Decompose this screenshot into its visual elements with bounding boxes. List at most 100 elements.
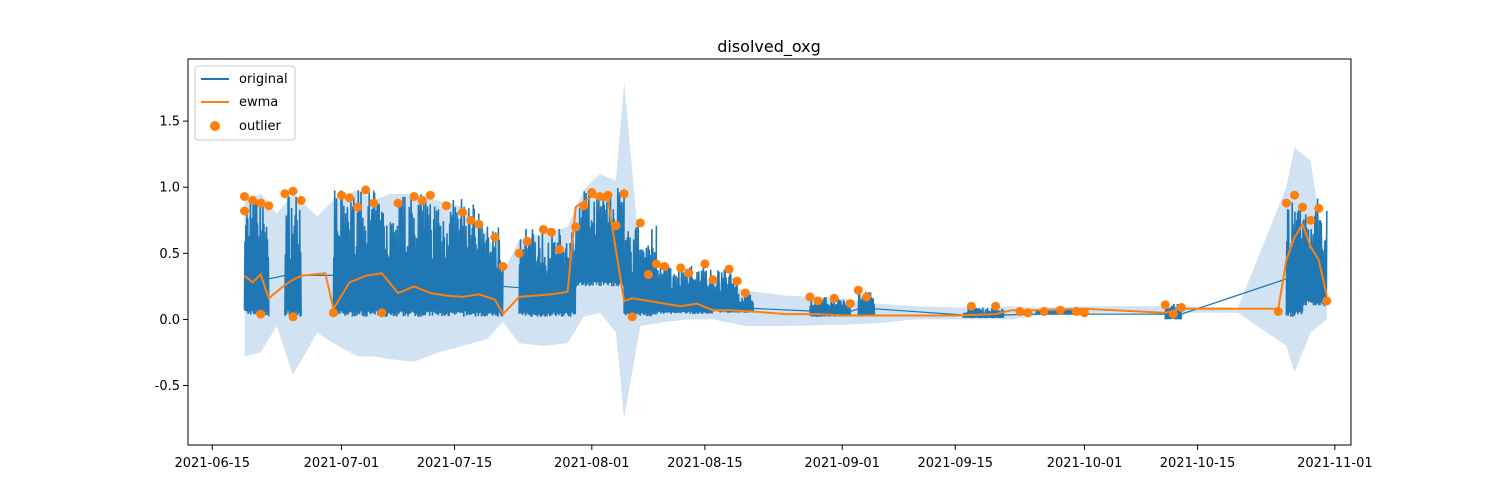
- outlier-point: [240, 192, 249, 201]
- outlier-point: [966, 301, 976, 311]
- outlier-point: [845, 299, 855, 309]
- ewma-line: [243, 195, 1328, 317]
- original-burst: [437, 198, 480, 317]
- outlier-point: [498, 262, 508, 271]
- x-tick-label: 2021-06-15: [174, 456, 250, 471]
- original-burst: [397, 194, 440, 317]
- outlier-point: [393, 198, 403, 208]
- original-burst: [1301, 198, 1328, 307]
- original-burst: [259, 206, 270, 317]
- outlier-layer: [240, 185, 1332, 322]
- y-tick-label: -0.5: [155, 379, 180, 394]
- legend-swatch-outlier: [210, 121, 220, 131]
- outlier-point: [280, 189, 290, 199]
- outlier-point: [441, 201, 451, 211]
- outlier-point: [651, 259, 661, 269]
- outlier-point: [425, 190, 435, 200]
- outlier-point: [248, 195, 258, 205]
- outlier-point: [740, 288, 750, 298]
- outlier-point: [514, 248, 524, 258]
- confidence-band: [244, 81, 1327, 419]
- outlier-point: [1055, 305, 1065, 315]
- outlier-point: [627, 312, 637, 322]
- outlier-point: [732, 276, 742, 286]
- legend-label-outlier: outlier: [239, 119, 282, 134]
- outlier-point: [369, 198, 379, 208]
- outlier-point: [587, 188, 597, 197]
- outlier-point: [288, 312, 298, 322]
- outlier-point: [1160, 300, 1170, 310]
- outlier-point: [1273, 307, 1283, 316]
- outlier-point: [700, 259, 710, 269]
- outlier-point: [991, 301, 1001, 311]
- outlier-point: [288, 186, 298, 196]
- x-tick-label: 2021-08-15: [667, 456, 743, 471]
- original-burst: [1164, 303, 1183, 320]
- x-tick-label: 2021-08-01: [554, 456, 630, 471]
- outlier-point: [829, 293, 839, 303]
- y-tick-label: 0.0: [159, 313, 180, 328]
- outlier-point: [522, 236, 532, 246]
- original-burst: [574, 187, 625, 287]
- x-tick-label: 2021-10-15: [1160, 456, 1236, 471]
- outlier-point: [595, 192, 605, 201]
- outlier-point: [328, 308, 338, 318]
- x-tick-label: 2021-09-01: [804, 456, 880, 471]
- outlier-point: [409, 192, 419, 201]
- legend: original ewma outlier: [194, 65, 296, 141]
- outlier-point: [853, 285, 863, 295]
- outlier-point: [579, 201, 589, 211]
- outlier-point: [361, 185, 371, 195]
- outlier-point: [1168, 309, 1178, 319]
- outlier-point: [1306, 215, 1316, 225]
- outlier-point: [490, 233, 500, 242]
- outlier-point: [353, 202, 363, 212]
- outlier-point: [708, 275, 718, 285]
- ewma-layer: [243, 195, 1328, 317]
- outlier-point: [555, 244, 564, 254]
- legend-box: [194, 65, 296, 141]
- outlier-point: [813, 296, 823, 306]
- outlier-point: [264, 201, 274, 211]
- x-tick-label: 2021-07-15: [417, 456, 493, 471]
- legend-label-original: original: [239, 72, 288, 87]
- x-axis: 2021-06-15 2021-07-01 2021-07-15 2021-08-01…: [174, 445, 1373, 471]
- outlier-point: [660, 262, 669, 271]
- chart-title: disolved_oxg: [717, 37, 821, 57]
- outlier-point: [1176, 303, 1186, 312]
- outlier-point: [538, 225, 548, 234]
- original-burst: [1285, 202, 1304, 317]
- outlier-point: [603, 190, 613, 200]
- x-tick-label: 2021-09-15: [917, 456, 993, 471]
- outlier-point: [1071, 307, 1081, 316]
- outlier-point: [240, 206, 249, 216]
- outlier-point: [466, 215, 476, 225]
- y-tick-label: 1.0: [159, 181, 180, 196]
- outlier-point: [256, 198, 266, 208]
- outlier-point: [619, 189, 629, 199]
- band-layer: [244, 81, 1327, 419]
- outlier-point: [676, 263, 686, 273]
- original-burst: [332, 190, 383, 317]
- original-burst: [518, 228, 545, 317]
- original-burst: [655, 264, 714, 315]
- outlier-point: [296, 195, 306, 205]
- original-burst: [712, 269, 738, 313]
- legend-label-ewma: ewma: [239, 95, 278, 110]
- outlier-point: [417, 195, 427, 205]
- outlier-point: [377, 308, 387, 318]
- outlier-point: [458, 207, 468, 217]
- y-axis: -0.5 0.0 0.5 1.0 1.5: [155, 115, 188, 394]
- outlier-point: [546, 227, 556, 237]
- outlier-point: [1023, 308, 1033, 318]
- outlier-point: [1314, 203, 1324, 213]
- outlier-point: [1290, 190, 1299, 200]
- original-burst: [736, 293, 755, 313]
- outlier-point: [805, 292, 815, 302]
- outlier-point: [337, 190, 346, 200]
- outlier-point: [345, 193, 354, 203]
- outlier-point: [571, 222, 581, 232]
- outlier-point: [724, 264, 734, 274]
- outlier-point: [684, 268, 694, 278]
